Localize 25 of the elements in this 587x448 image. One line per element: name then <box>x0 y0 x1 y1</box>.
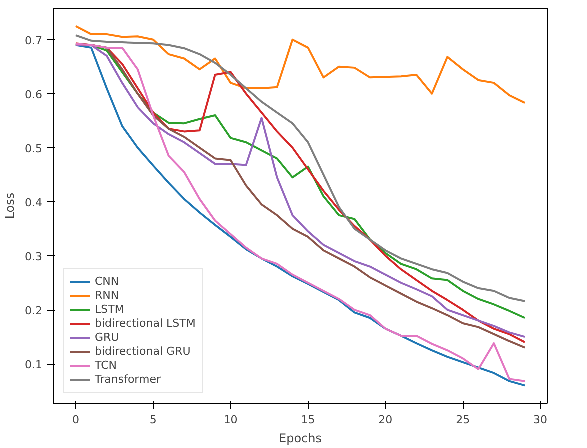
legend-label: GRU <box>95 331 120 344</box>
x-tick-label: 10 <box>224 414 238 426</box>
line-series <box>74 25 526 104</box>
y-tick-label: 0.5 <box>25 142 43 156</box>
legend-label: CNN <box>95 275 120 288</box>
legend-label: Transformer <box>95 373 162 386</box>
x-tick-label: 5 <box>150 414 157 426</box>
y-tick-label: 0.3 <box>25 250 43 264</box>
legend-label: bidirectional GRU <box>95 345 191 358</box>
legend-label: LSTM <box>95 303 124 316</box>
y-tick-label: 0.2 <box>25 304 43 318</box>
y-tick-label: 0.1 <box>25 358 43 372</box>
x-tick-label: 30 <box>534 414 548 426</box>
x-tick-label: 0 <box>72 414 80 426</box>
y-axis-title: Loss <box>3 192 18 220</box>
y-tick-label: 0.4 <box>25 196 43 210</box>
x-tick-label: 20 <box>378 414 393 426</box>
legend-label: TCN <box>95 359 117 372</box>
legend-label: bidirectional LSTM <box>95 317 196 330</box>
x-tick-label: 25 <box>456 414 470 426</box>
x-axis-title: Epochs <box>279 432 322 446</box>
legend-label: RNN <box>95 289 120 302</box>
y-tick-label: 0.7 <box>25 34 43 48</box>
y-tick-label: 0.6 <box>25 88 43 102</box>
x-tick-label: 15 <box>301 414 316 426</box>
